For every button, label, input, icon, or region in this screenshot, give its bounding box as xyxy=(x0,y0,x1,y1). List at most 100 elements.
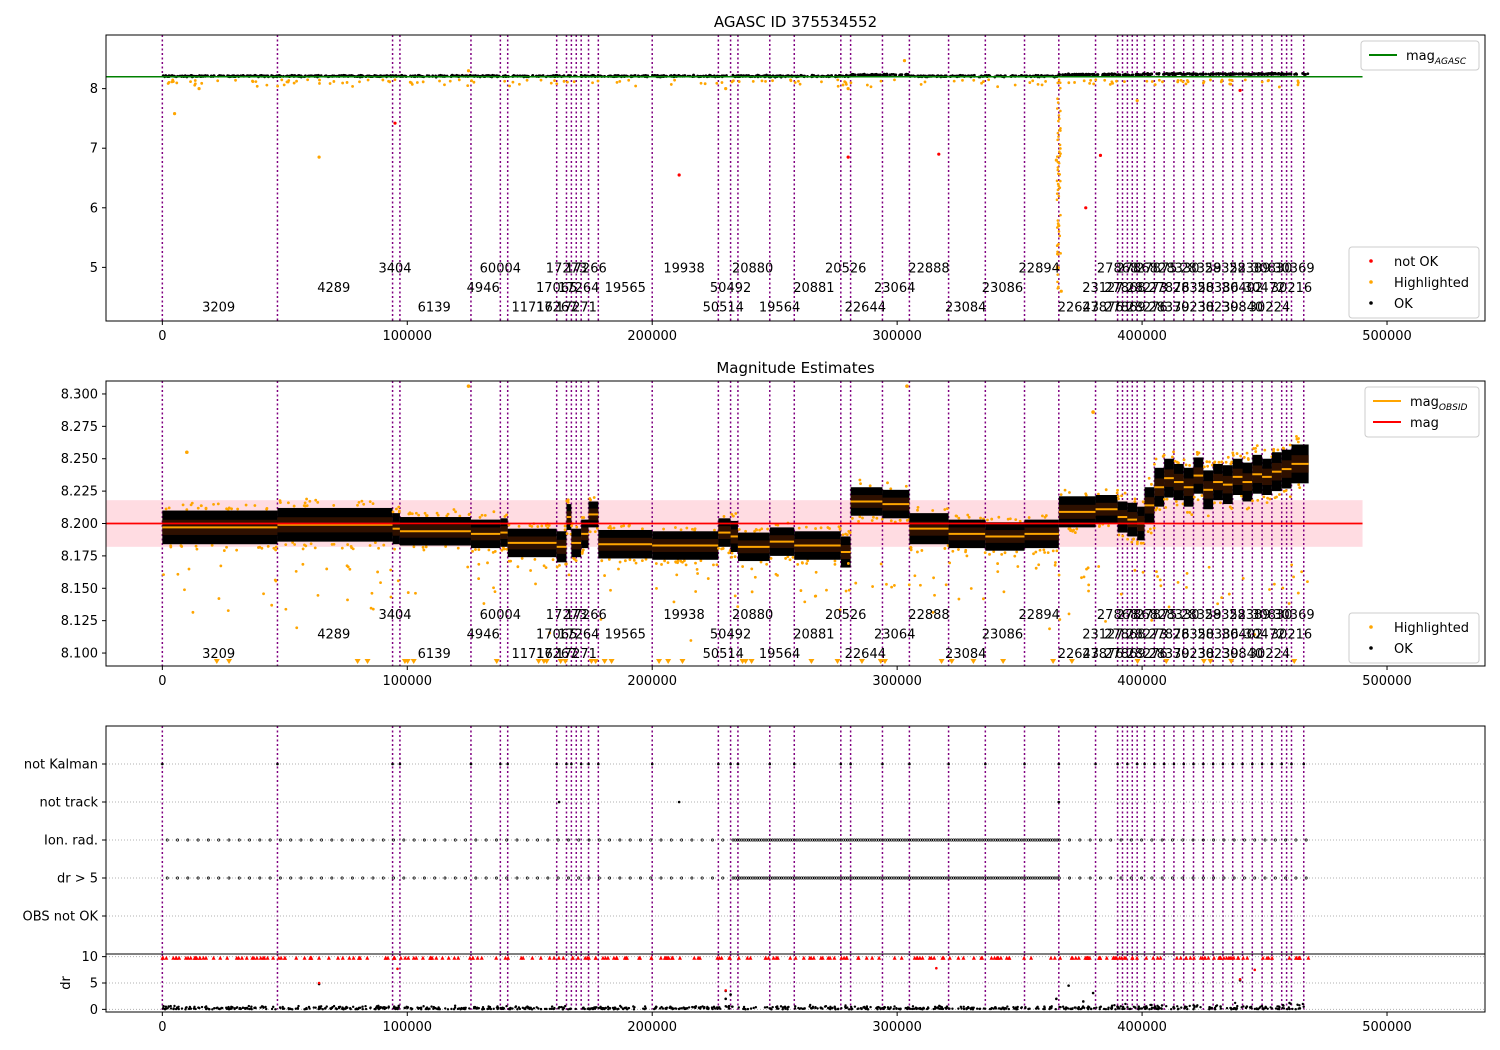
dr-point xyxy=(951,1007,954,1010)
dr-point xyxy=(377,1004,380,1007)
dr-clipped-marker xyxy=(892,955,897,960)
not-kalman-point xyxy=(276,762,279,766)
dr-clipped-marker xyxy=(771,955,776,960)
x-tick-label: 300000 xyxy=(872,329,922,344)
dr-clipped-marker xyxy=(877,955,882,960)
dr-point xyxy=(770,1008,773,1011)
obsid-label: 19938 xyxy=(663,608,704,623)
dr-point xyxy=(677,1007,681,1011)
highlighted-point xyxy=(1080,576,1083,580)
dr-point xyxy=(406,1007,409,1010)
highlighted-point xyxy=(990,517,994,521)
highlighted-point xyxy=(796,563,800,566)
dr-point xyxy=(229,1007,233,1010)
not-track-point xyxy=(557,800,561,804)
highlighted-point xyxy=(466,84,470,88)
dr-point xyxy=(403,1006,406,1009)
ok-point xyxy=(1269,72,1273,76)
dr-point xyxy=(831,1006,834,1010)
highlighted-point xyxy=(227,506,231,510)
dr-gt-5-point xyxy=(1263,876,1267,880)
legend-subscript: AGASC xyxy=(1434,57,1467,67)
ok-point xyxy=(1118,73,1122,77)
highlighted-point xyxy=(1068,527,1072,530)
highlighted-point xyxy=(1036,83,1040,86)
highlighted-point xyxy=(967,515,971,519)
highlighted-point xyxy=(407,512,411,516)
ok-point xyxy=(1287,72,1291,76)
highlighted-point xyxy=(916,506,920,509)
highlighted-point xyxy=(1018,519,1022,523)
highlighted-point xyxy=(699,559,703,563)
highlighted-point xyxy=(1210,463,1214,467)
dr-point xyxy=(1113,1003,1116,1007)
legend-marker xyxy=(1369,259,1373,263)
dr-clipped-marker xyxy=(547,955,552,960)
ok-point xyxy=(1095,73,1099,77)
highlighted-point xyxy=(1158,508,1162,512)
dr-point xyxy=(496,1007,499,1011)
highlighted-point xyxy=(919,82,923,86)
dr-point xyxy=(1043,1005,1046,1008)
highlighted-point xyxy=(1055,549,1059,553)
highlighted-point xyxy=(266,544,270,548)
dr-point xyxy=(427,1007,430,1011)
dr-point xyxy=(543,1007,547,1011)
highlighted-point xyxy=(1206,514,1210,518)
dr-clipped-marker xyxy=(244,955,249,960)
highlighted-point xyxy=(786,555,790,559)
obsid-label: 30224 xyxy=(1249,647,1290,662)
dr-point xyxy=(1266,1007,1269,1011)
dr-point xyxy=(1232,1007,1235,1011)
highlighted-point xyxy=(1213,501,1216,505)
highlighted-point xyxy=(1163,497,1166,501)
dr-point xyxy=(765,1006,769,1009)
highlighted-point xyxy=(1056,168,1060,172)
highlighted-point xyxy=(1228,505,1232,509)
highlighted-point xyxy=(574,559,578,563)
highlighted-point xyxy=(1097,565,1101,568)
dr-gt-5-point xyxy=(371,876,375,880)
dr-point xyxy=(1014,1006,1018,1009)
highlighted-point xyxy=(313,546,317,550)
highlighted-point xyxy=(797,526,801,530)
highlighted-point xyxy=(280,78,284,82)
dr-gt-5-point xyxy=(433,876,437,880)
highlighted-point xyxy=(1227,592,1231,596)
highlighted-point xyxy=(744,529,747,533)
dr-clipped-marker xyxy=(556,955,561,960)
dr-point xyxy=(369,1006,372,1009)
highlighted-point xyxy=(373,541,377,545)
highlighted-point xyxy=(1245,451,1249,455)
x-tick-label: 500000 xyxy=(1362,1020,1412,1035)
dr-point xyxy=(236,1006,239,1009)
highlighted-point xyxy=(617,567,620,571)
highlighted-point xyxy=(397,510,401,514)
highlighted-point xyxy=(1057,573,1061,577)
dr-point xyxy=(1259,1005,1262,1008)
dr-point xyxy=(724,997,727,1001)
obsid-label: 28389 xyxy=(1229,261,1270,276)
dr-point xyxy=(569,1007,572,1011)
dr-point xyxy=(211,1008,214,1011)
dr-point xyxy=(1150,1007,1153,1011)
dr-point xyxy=(786,1008,789,1011)
not-kalman-point xyxy=(1023,762,1026,766)
dr-point xyxy=(1282,1007,1286,1010)
dr-clipped-marker xyxy=(479,955,484,960)
ok-point xyxy=(1249,73,1253,76)
highlighted-point xyxy=(1230,78,1234,82)
dr-point xyxy=(621,1007,625,1011)
highlighted-point xyxy=(349,544,353,548)
highlighted-point xyxy=(727,551,731,555)
highlighted-point xyxy=(969,587,973,590)
highlighted-point xyxy=(225,507,228,511)
highlighted-point xyxy=(1207,565,1211,569)
ok-point xyxy=(1191,72,1195,76)
highlighted-point xyxy=(1059,493,1063,497)
ok-point xyxy=(1304,73,1307,76)
dr-gt-5-point xyxy=(392,876,396,880)
dr-clipped-marker xyxy=(326,955,331,960)
highlighted-point xyxy=(957,516,961,520)
dr-clipped-marker xyxy=(832,955,837,960)
